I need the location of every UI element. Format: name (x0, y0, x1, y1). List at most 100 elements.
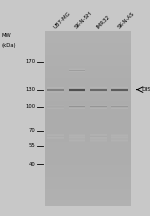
Bar (90, 86, 107, 87)
Bar (90, 134, 107, 135)
Bar (90, 139, 107, 140)
Bar (47, 137, 64, 138)
Bar (111, 92, 128, 93)
Bar (90, 141, 107, 142)
Text: 40: 40 (28, 162, 35, 167)
Bar (45, 136, 130, 142)
Text: 100: 100 (25, 104, 35, 110)
Bar (111, 139, 128, 140)
Bar (47, 87, 64, 88)
Bar (45, 113, 130, 119)
Bar (45, 72, 130, 78)
Bar (69, 108, 85, 109)
Bar (90, 93, 107, 94)
Bar (90, 137, 107, 138)
Bar (111, 140, 128, 141)
Bar (45, 49, 130, 55)
Bar (111, 91, 128, 92)
Bar (47, 135, 64, 136)
Bar (45, 200, 130, 206)
Bar (69, 136, 85, 137)
Text: SK-N-AS: SK-N-AS (117, 11, 136, 30)
Bar (45, 130, 130, 136)
Bar (111, 135, 128, 136)
Bar (69, 90, 85, 91)
Bar (69, 68, 85, 69)
Bar (111, 136, 128, 137)
Bar (69, 134, 85, 135)
Bar (69, 139, 85, 140)
Bar (69, 87, 85, 88)
Text: (kDa): (kDa) (2, 43, 16, 48)
Bar (45, 78, 130, 84)
Bar (69, 135, 85, 136)
Text: 130: 130 (25, 87, 35, 92)
Bar (47, 92, 64, 93)
Bar (69, 137, 85, 138)
Bar (45, 195, 130, 200)
Bar (47, 138, 64, 139)
Text: SK-N-SH: SK-N-SH (74, 10, 93, 30)
Bar (111, 87, 128, 88)
Bar (47, 134, 64, 135)
Bar (45, 148, 130, 154)
Bar (69, 88, 85, 89)
Bar (69, 89, 85, 90)
Bar (69, 138, 85, 139)
Bar (111, 106, 128, 107)
Bar (69, 107, 85, 108)
Bar (111, 89, 128, 90)
Bar (45, 101, 130, 107)
Bar (111, 138, 128, 139)
Bar (47, 108, 64, 109)
Bar (45, 84, 130, 90)
Bar (45, 90, 130, 95)
Bar (111, 109, 128, 110)
Bar (45, 142, 130, 148)
Bar (69, 139, 85, 140)
Bar (45, 37, 130, 43)
Bar (90, 106, 107, 107)
Bar (45, 125, 130, 130)
Bar (90, 88, 107, 89)
Bar (45, 165, 130, 171)
Bar (45, 95, 130, 101)
Bar (90, 136, 107, 137)
Bar (47, 107, 64, 108)
Bar (47, 90, 64, 91)
Text: IMR32: IMR32 (96, 14, 111, 30)
Bar (45, 171, 130, 177)
Bar (45, 66, 130, 72)
Bar (69, 93, 85, 94)
Bar (111, 134, 128, 135)
Bar (69, 71, 85, 72)
Bar (90, 109, 107, 110)
Bar (69, 141, 85, 142)
Bar (111, 86, 128, 87)
Bar (69, 140, 85, 141)
Bar (47, 136, 64, 137)
Bar (47, 89, 64, 90)
Bar (47, 106, 64, 107)
Bar (90, 90, 107, 91)
Bar (45, 119, 130, 125)
Bar (45, 55, 130, 60)
Bar (90, 138, 107, 139)
Bar (69, 70, 85, 71)
Bar (90, 135, 107, 136)
Bar (45, 189, 130, 195)
Bar (90, 89, 107, 90)
Bar (111, 88, 128, 89)
Text: MW: MW (2, 33, 11, 38)
Bar (45, 177, 130, 183)
Bar (90, 92, 107, 93)
Bar (69, 91, 85, 92)
Bar (111, 93, 128, 94)
Bar (47, 93, 64, 94)
Bar (47, 109, 64, 110)
Text: DIS3: DIS3 (141, 87, 150, 92)
Bar (111, 108, 128, 109)
Bar (69, 72, 85, 73)
Bar (90, 108, 107, 109)
Bar (111, 137, 128, 138)
